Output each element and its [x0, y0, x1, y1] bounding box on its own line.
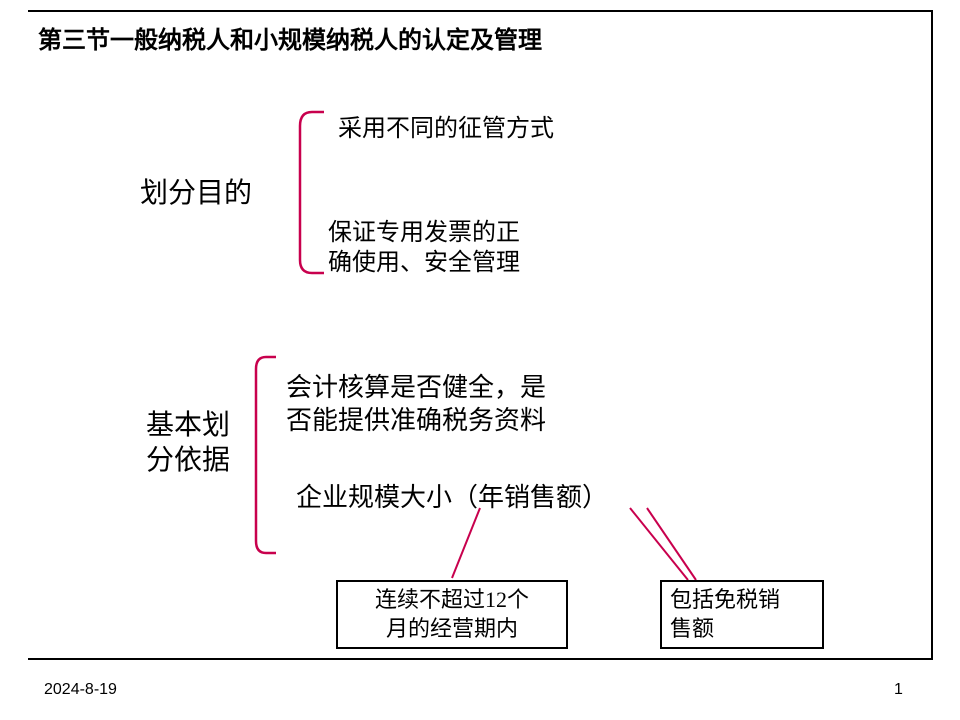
box1-line2: 月的经营期内 — [386, 616, 518, 641]
box2-line1: 包括免税销 — [670, 587, 780, 612]
note-box-2: 包括免税销 售额 — [660, 580, 824, 649]
note-box-1: 连续不超过12个 月的经营期内 — [336, 580, 568, 649]
footer-page: 1 — [894, 680, 903, 700]
slide: 第三节一般纳税人和小规模纳税人的认定及管理 划分目的 采用不同的征管方式 保证专… — [0, 0, 960, 720]
footer-date: 2024-8-19 — [44, 680, 117, 700]
box2-line2: 售额 — [670, 616, 714, 641]
box1-line1: 连续不超过12个 — [375, 587, 529, 612]
